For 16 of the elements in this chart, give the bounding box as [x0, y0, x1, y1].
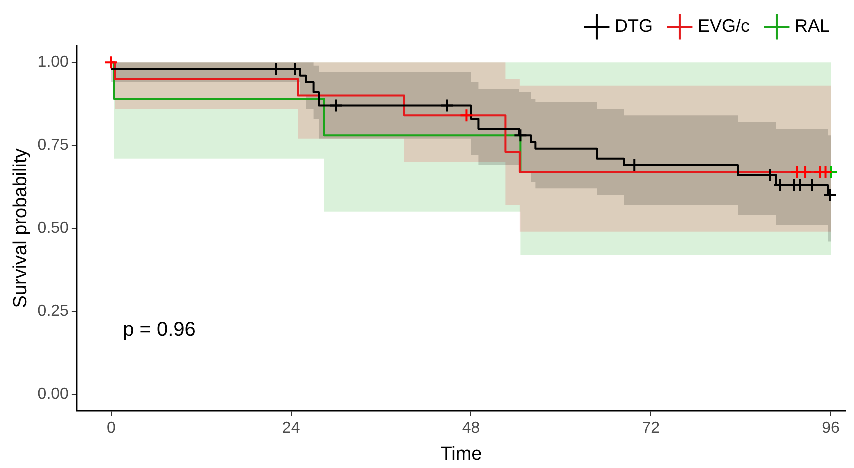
legend-label: EVG/c	[698, 16, 750, 36]
annotation: p = 0.96	[123, 319, 196, 342]
x-tick-label: 72	[642, 420, 660, 438]
x-axis-title: Time	[440, 444, 482, 465]
y-tick-label: 0.75	[38, 136, 70, 154]
x-tick-label: 0	[106, 420, 116, 438]
legend-label: RAL	[794, 16, 830, 36]
y-tick-label: 0.00	[38, 386, 70, 403]
y-tick-label: 0.25	[38, 302, 70, 320]
legend-label: DTG	[614, 16, 653, 36]
x-tick-label: 96	[822, 420, 840, 438]
x-tick-label: 24	[282, 420, 300, 438]
y-axis-title: Survival probability	[10, 148, 32, 308]
x-tick-label: 48	[462, 420, 480, 438]
y-tick-label: 0.50	[38, 220, 70, 237]
y-tick-label: 1.00	[38, 54, 70, 71]
